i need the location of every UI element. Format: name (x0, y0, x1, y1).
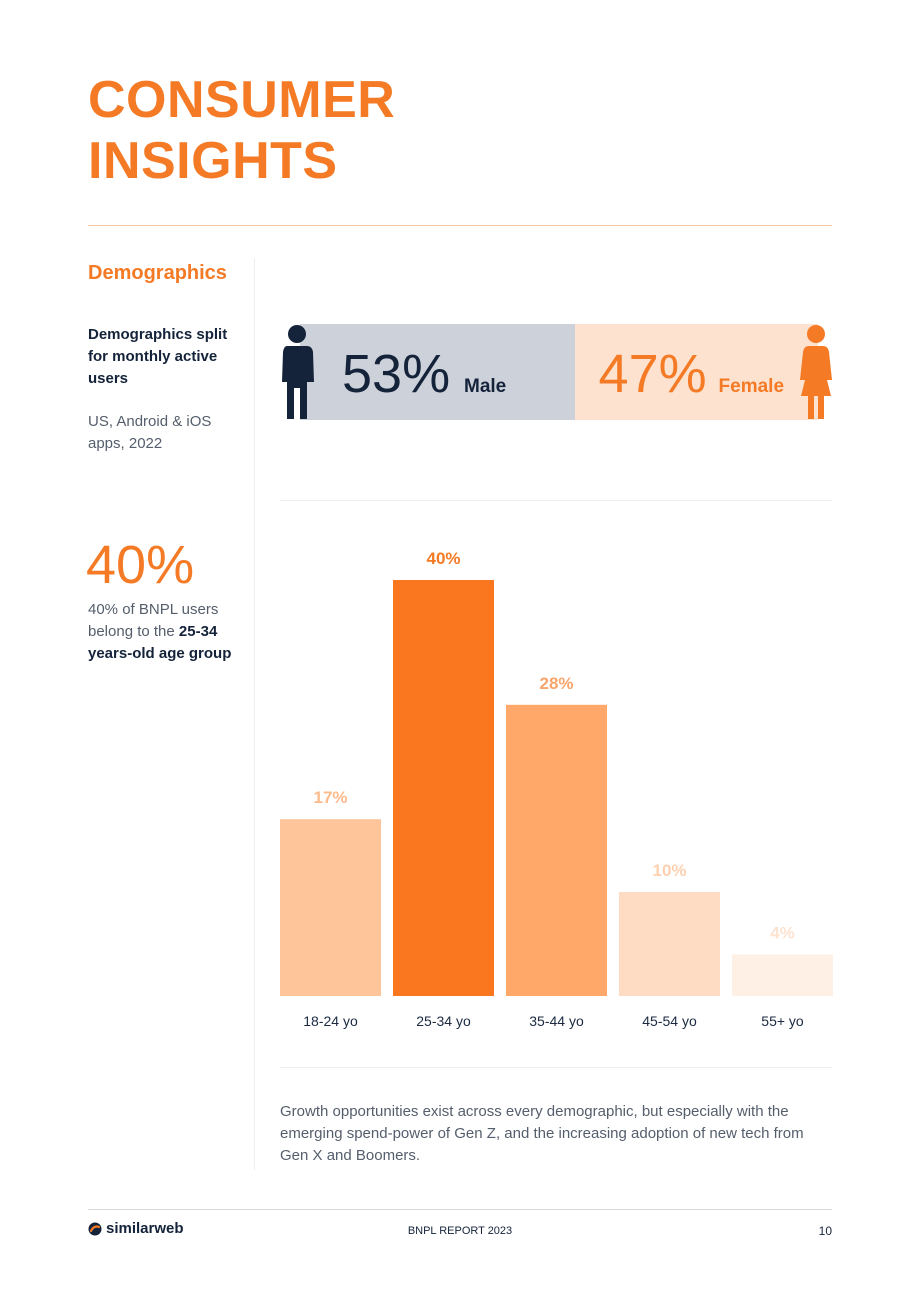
category-label: 45-54 yo (642, 1013, 697, 1029)
highlight-description: 40% of BNPL users belong to the 25-34 ye… (88, 599, 248, 665)
page-number: 10 (818, 1224, 832, 1238)
category-label: 18-24 yo (303, 1013, 358, 1029)
female-percentage: 47% (598, 344, 707, 404)
bar-55-yo (732, 954, 833, 996)
highlight-description-bold: 25-34 years-old age group (88, 623, 232, 662)
bar-value-label: 4% (770, 923, 795, 942)
similarweb-logo-icon (88, 1222, 102, 1235)
brand-name: similarweb (106, 1220, 184, 1237)
male-label: Male (464, 376, 507, 397)
title-divider (88, 225, 832, 226)
report-name: BNPL REPORT 2023 (407, 1225, 513, 1237)
section-label: Demographics (88, 262, 227, 284)
bar-value-label: 40% (426, 549, 460, 568)
gender-split-bar: 53% Male 47% Female (300, 324, 818, 420)
section-divider (280, 500, 832, 501)
footnote: Growth opportunities exist across every … (280, 1103, 804, 1164)
title-line-1: CONSUMER (88, 71, 396, 129)
chart-divider (280, 1067, 832, 1068)
title-line-2: INSIGHTS (88, 132, 338, 190)
highlight-description-text: 40% of BNPL users belong to the (88, 601, 219, 640)
bar-35-44-yo (506, 704, 607, 996)
bar-18-24-yo (280, 819, 381, 996)
category-label: 25-34 yo (416, 1013, 471, 1029)
highlight-stat: 40% (86, 535, 195, 595)
split-title: Demographics split for monthly active us… (88, 326, 228, 387)
footer-divider (88, 1209, 832, 1210)
bar-45-54-yo (619, 892, 720, 996)
category-label: 35-44 yo (529, 1013, 584, 1029)
bar-value-label: 28% (539, 674, 573, 693)
bar-value-label: 10% (652, 861, 686, 880)
female-person-icon (800, 325, 832, 419)
bar-value-label: 17% (313, 788, 347, 807)
male-percentage: 53% (342, 344, 451, 404)
page-title: CONSUMER INSIGHTS (88, 70, 395, 192)
bar-25-34-yo (393, 580, 494, 996)
male-segment: 53% Male (300, 324, 575, 420)
column-divider (254, 258, 255, 1170)
split-subtitle: US, Android & iOS apps, 2022 (88, 413, 212, 452)
age-group-bar-chart: 17% 18-24 yo 40% 25-34 yo 28% 35-44 yo 10% 45-5… (280, 549, 833, 1029)
category-label: 55+ yo (761, 1013, 804, 1029)
male-person-icon (282, 325, 314, 419)
brand-logo: similarweb (88, 1220, 184, 1237)
female-label: Female (718, 376, 785, 397)
female-segment: 47% Female (574, 324, 818, 420)
